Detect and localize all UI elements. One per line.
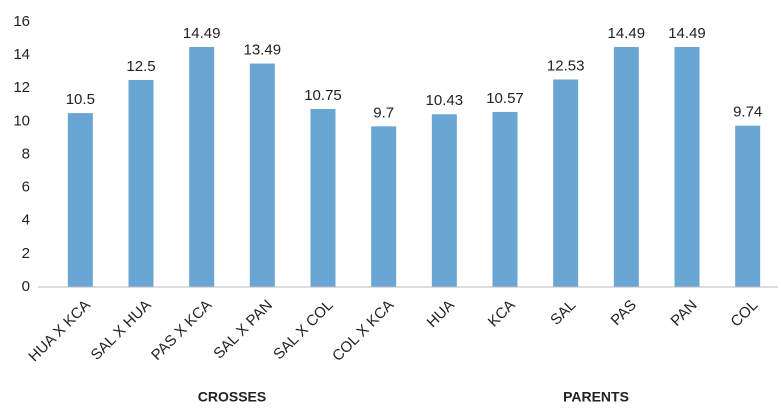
x-tick-label: PAS X KCA	[148, 297, 215, 364]
y-tick-label: 4	[22, 212, 30, 229]
bar	[128, 79, 154, 287]
group-label: PARENTS	[563, 389, 629, 405]
bar	[553, 79, 579, 287]
bar	[371, 126, 397, 287]
x-tick-label: HUA	[424, 297, 458, 331]
data-label: 14.49	[183, 25, 221, 42]
bar	[674, 47, 700, 288]
data-label: 9.74	[733, 104, 762, 121]
y-tick-label: 6	[22, 179, 30, 196]
x-tick-label: COL	[727, 297, 761, 331]
data-label: 12.53	[547, 57, 585, 74]
bar	[492, 111, 518, 287]
bar	[735, 125, 761, 288]
x-tick-label: SAL X HUA	[88, 297, 155, 364]
y-tick-label: 16	[13, 13, 30, 30]
y-tick-label: 0	[22, 278, 30, 295]
data-label: 13.49	[244, 42, 282, 59]
x-tick-label: SAL X COL	[270, 297, 336, 363]
x-tick-label: PAN	[668, 297, 701, 330]
x-tick-label: SAL X PAN	[210, 297, 276, 363]
y-tick-label: 12	[13, 79, 30, 96]
data-label: 10.43	[426, 92, 464, 109]
data-label: 12.5	[126, 58, 155, 75]
bar	[310, 108, 336, 287]
bar	[189, 47, 215, 288]
data-label: 9.7	[373, 104, 394, 121]
y-tick-label: 2	[22, 245, 30, 262]
bar	[249, 63, 275, 288]
data-label: 14.49	[668, 25, 706, 42]
data-label: 10.75	[304, 87, 342, 104]
data-label: 10.57	[486, 90, 524, 107]
x-tick-label: SAL	[547, 297, 579, 329]
y-tick-label: 10	[13, 112, 30, 129]
bar	[67, 113, 93, 287]
y-tick-label: 8	[22, 145, 30, 162]
x-tick-label: PAS	[608, 297, 640, 329]
x-tick-label: COL X KCA	[329, 297, 397, 365]
bar	[431, 114, 457, 287]
y-tick-label: 14	[13, 46, 30, 63]
bar	[613, 47, 639, 288]
x-tick-label: HUA X KCA	[25, 297, 94, 366]
group-label: CROSSES	[198, 389, 266, 405]
data-label: 14.49	[608, 25, 646, 42]
x-tick-label: KCA	[485, 297, 519, 331]
data-label: 10.5	[66, 91, 95, 108]
